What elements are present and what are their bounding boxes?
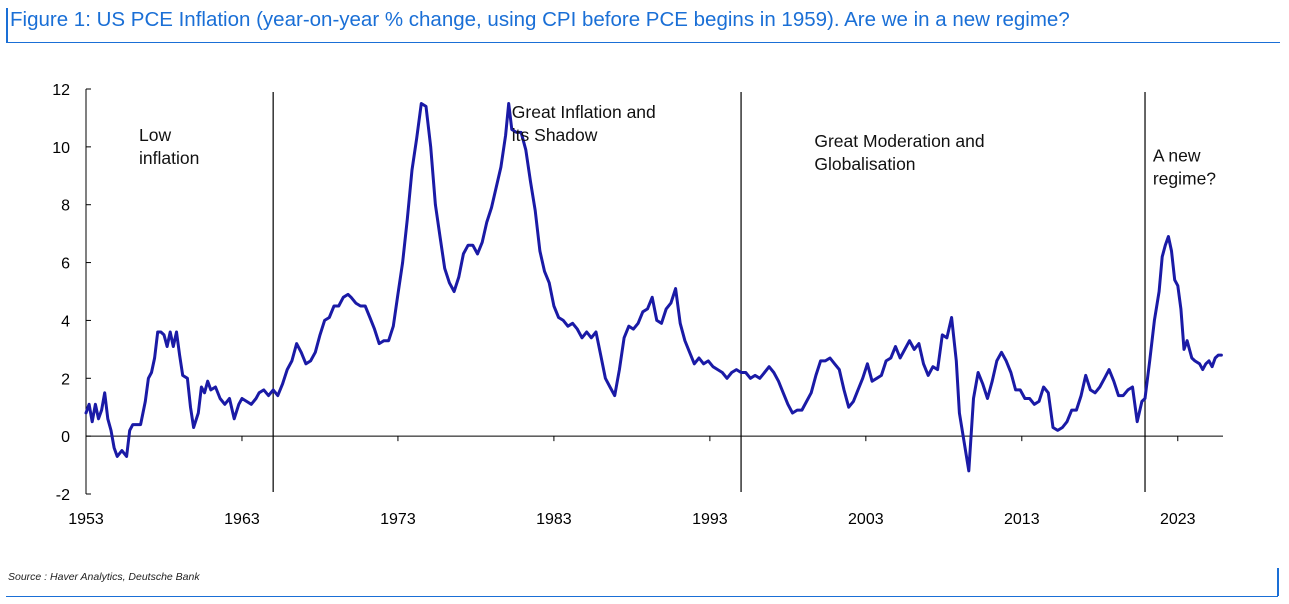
y-tick-label: -2: [56, 487, 70, 504]
annotation-text: its Shadow: [512, 125, 598, 145]
chart-title: Figure 1: US PCE Inflation (year-on-year…: [10, 8, 1070, 31]
x-tick-label: 1973: [380, 511, 416, 528]
x-tick-label: 2003: [848, 511, 884, 528]
x-tick-label: 1993: [692, 511, 728, 528]
series-layer: [84, 102, 1223, 473]
annotation-text: Low: [139, 125, 171, 145]
annotation-text: Great Moderation and: [814, 131, 984, 151]
y-tick-label: 6: [61, 256, 70, 273]
axes: -2 0 2 4 6 8 10 12 1953 1963 1973 1983 1993 2003 2013 2…: [52, 82, 1223, 528]
footer-rule: [6, 596, 1278, 597]
x-tick-label: 1983: [536, 511, 572, 528]
y-tick-label: 4: [61, 313, 70, 330]
title-bar: [6, 8, 1280, 43]
x-tick-label: 1953: [68, 511, 104, 528]
x-tick-label: 2013: [1004, 511, 1040, 528]
regime-dividers: [272, 92, 1146, 492]
footer-corner-rule: [1277, 568, 1279, 596]
annotation-text: Great Inflation and: [512, 102, 656, 122]
pce-inflation-line: [84, 102, 1223, 473]
annotation-layer: Low inflation Great Inflation and its Shado…: [139, 102, 1216, 188]
y-tick-label: 0: [61, 429, 70, 446]
source-note: Source : Haver Analytics, Deutsche Bank: [8, 571, 200, 583]
x-tick-label: 1963: [224, 511, 260, 528]
annotation-text: A new: [1153, 145, 1201, 165]
annotation-text: inflation: [139, 148, 199, 168]
y-tick-label: 8: [61, 198, 70, 215]
annotation-text: Globalisation: [814, 154, 915, 174]
y-tick-label: 2: [61, 371, 70, 388]
y-tick-label: 12: [52, 82, 70, 99]
y-tick-label: 10: [52, 140, 70, 157]
annotation-text: regime?: [1153, 168, 1216, 188]
x-tick-label: 2023: [1160, 511, 1196, 528]
